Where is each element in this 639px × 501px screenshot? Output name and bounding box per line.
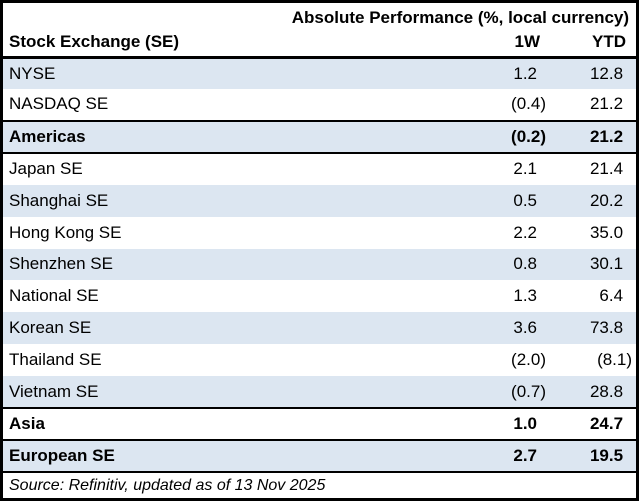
table-title: Absolute Performance (%, local currency) xyxy=(291,7,630,27)
table-row: Korean SE 3.6 73.8 xyxy=(3,312,637,345)
exchange-name-cell: NYSE xyxy=(3,57,425,89)
exchange-name-cell: NASDAQ SE xyxy=(9,94,109,114)
table-row: NASDAQ SE (0.4) 21.2 xyxy=(3,89,636,121)
table-row: NYSE 1.2 12.8 xyxy=(3,57,637,89)
ytd-value-cell: 21.2 xyxy=(550,119,637,153)
exchange-name-cell: National SE xyxy=(9,286,99,306)
ytd-value-cell: 24.7 xyxy=(550,407,637,441)
1w-value-cell: (0.2) xyxy=(425,119,550,153)
ytd-value-cell: 20.2 xyxy=(550,184,637,217)
absolute-performance-table: Absolute Performance (%, local currency)… xyxy=(3,3,637,498)
column-header-ytd: YTD xyxy=(550,29,637,59)
table-row: Vietnam SE (0.7) 28.8 xyxy=(3,376,637,409)
table-row: National SE 1.3 6.4 xyxy=(3,280,636,312)
1w-value-cell: 1.3 xyxy=(513,286,537,306)
1w-value-cell: 2.1 xyxy=(425,151,550,185)
1w-value-cell: 1.0 xyxy=(425,407,550,441)
ytd-value-cell: 28.8 xyxy=(550,376,637,409)
ytd-value-cell: 6.4 xyxy=(599,286,624,306)
exchange-name-cell: Hong Kong SE xyxy=(9,222,122,242)
ytd-value-cell: 35.0 xyxy=(589,222,624,242)
ytd-value-cell: 30.1 xyxy=(550,248,637,281)
table-row: Shanghai SE 0.5 20.2 xyxy=(3,184,637,217)
table-row: Shenzhen SE 0.8 30.1 xyxy=(3,248,637,281)
exchange-name-cell: Asia xyxy=(3,407,425,441)
table-row: Thailand SE (2.0) (8.1) xyxy=(3,344,636,376)
ytd-value-cell: (8.1) xyxy=(597,350,633,370)
table-row: Japan SE 2.1 21.4 xyxy=(3,151,637,185)
exchange-name-cell: Japan SE xyxy=(3,151,425,185)
ytd-value-cell: 21.4 xyxy=(550,151,637,185)
1w-value-cell: (0.4) xyxy=(511,94,546,114)
1w-value-cell: 2.2 xyxy=(513,222,537,242)
column-header-stock-exchange: Stock Exchange (SE) xyxy=(3,29,425,59)
1w-value-cell: 2.7 xyxy=(425,439,550,472)
source-note-row: Source: Refinitiv, updated as of 13 Nov … xyxy=(3,471,637,498)
ytd-value-cell: 73.8 xyxy=(550,312,637,345)
ytd-value-cell: 12.8 xyxy=(550,57,637,89)
1w-value-cell: 1.2 xyxy=(425,57,550,89)
column-header-1w: 1W xyxy=(425,29,550,59)
exchange-name-cell: Thailand SE xyxy=(9,350,102,370)
1w-value-cell: 0.8 xyxy=(425,248,550,281)
table-title-row: Absolute Performance (%, local currency) xyxy=(3,3,636,29)
exchange-name-cell: Korean SE xyxy=(3,312,425,345)
1w-value-cell: 0.5 xyxy=(425,184,550,217)
table-row: European SE 2.7 19.5 xyxy=(3,439,637,472)
table-row: Hong Kong SE 2.2 35.0 xyxy=(3,217,636,249)
ytd-value-cell: 19.5 xyxy=(550,439,637,472)
table-row: Asia 1.0 24.7 xyxy=(3,407,637,441)
exchange-name-cell: Vietnam SE xyxy=(3,376,425,409)
1w-value-cell: 3.6 xyxy=(425,312,550,345)
1w-value-cell: (2.0) xyxy=(511,350,546,370)
table-header-row: Stock Exchange (SE) 1W YTD xyxy=(3,29,637,59)
table-row: Americas (0.2) 21.2 xyxy=(3,119,637,153)
source-note: Source: Refinitiv, updated as of 13 Nov … xyxy=(3,471,637,498)
ytd-value-cell: 21.2 xyxy=(589,94,624,114)
exchange-name-cell: Shenzhen SE xyxy=(3,248,425,281)
exchange-name-cell: Americas xyxy=(3,119,425,153)
exchange-name-cell: Shanghai SE xyxy=(3,184,425,217)
exchange-name-cell: European SE xyxy=(3,439,425,472)
1w-value-cell: (0.7) xyxy=(425,376,550,409)
